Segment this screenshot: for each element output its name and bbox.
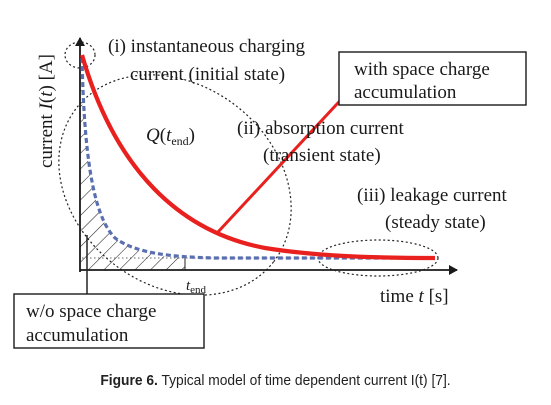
region1-label-line1: (i) instantaneous charging xyxy=(108,36,305,57)
region1-label-line2: current (initial state) xyxy=(130,64,285,85)
caption-label: Figure 6. xyxy=(100,372,158,389)
x-axis-label: time t [s] xyxy=(380,286,449,307)
with-sc-label-line2: accumulation xyxy=(354,82,457,103)
with-sc-callout-line xyxy=(216,88,352,234)
caption-text: Typical model of time dependent current … xyxy=(157,372,451,389)
figure-caption: Figure 6. Typical model of time dependen… xyxy=(22,372,529,389)
initial-state-ellipse xyxy=(64,41,96,69)
q-tend-label: Q(tend) xyxy=(146,125,195,148)
wo-sc-label-line2: accumulation xyxy=(26,325,129,346)
with-sc-label-line1: with space charge xyxy=(354,59,490,80)
y-axis-label: current I(t) [A] xyxy=(36,54,57,168)
with-sc-box xyxy=(338,51,527,106)
region3-label-line2: (steady state) xyxy=(385,212,486,233)
wo-sc-box xyxy=(13,293,205,349)
region3-label-line1: (iii) leakage current xyxy=(357,185,508,206)
region2-label-line1: (ii) absorption current xyxy=(237,118,404,139)
wo-sc-label-line1: w/o space charge xyxy=(26,301,156,322)
transient-state-ellipse xyxy=(58,74,292,296)
without-space-charge-curve xyxy=(80,57,435,260)
with-space-charge-curve xyxy=(79,54,436,261)
tend-label: tend xyxy=(186,278,207,296)
region2-label-line2: (transient state) xyxy=(263,145,381,166)
